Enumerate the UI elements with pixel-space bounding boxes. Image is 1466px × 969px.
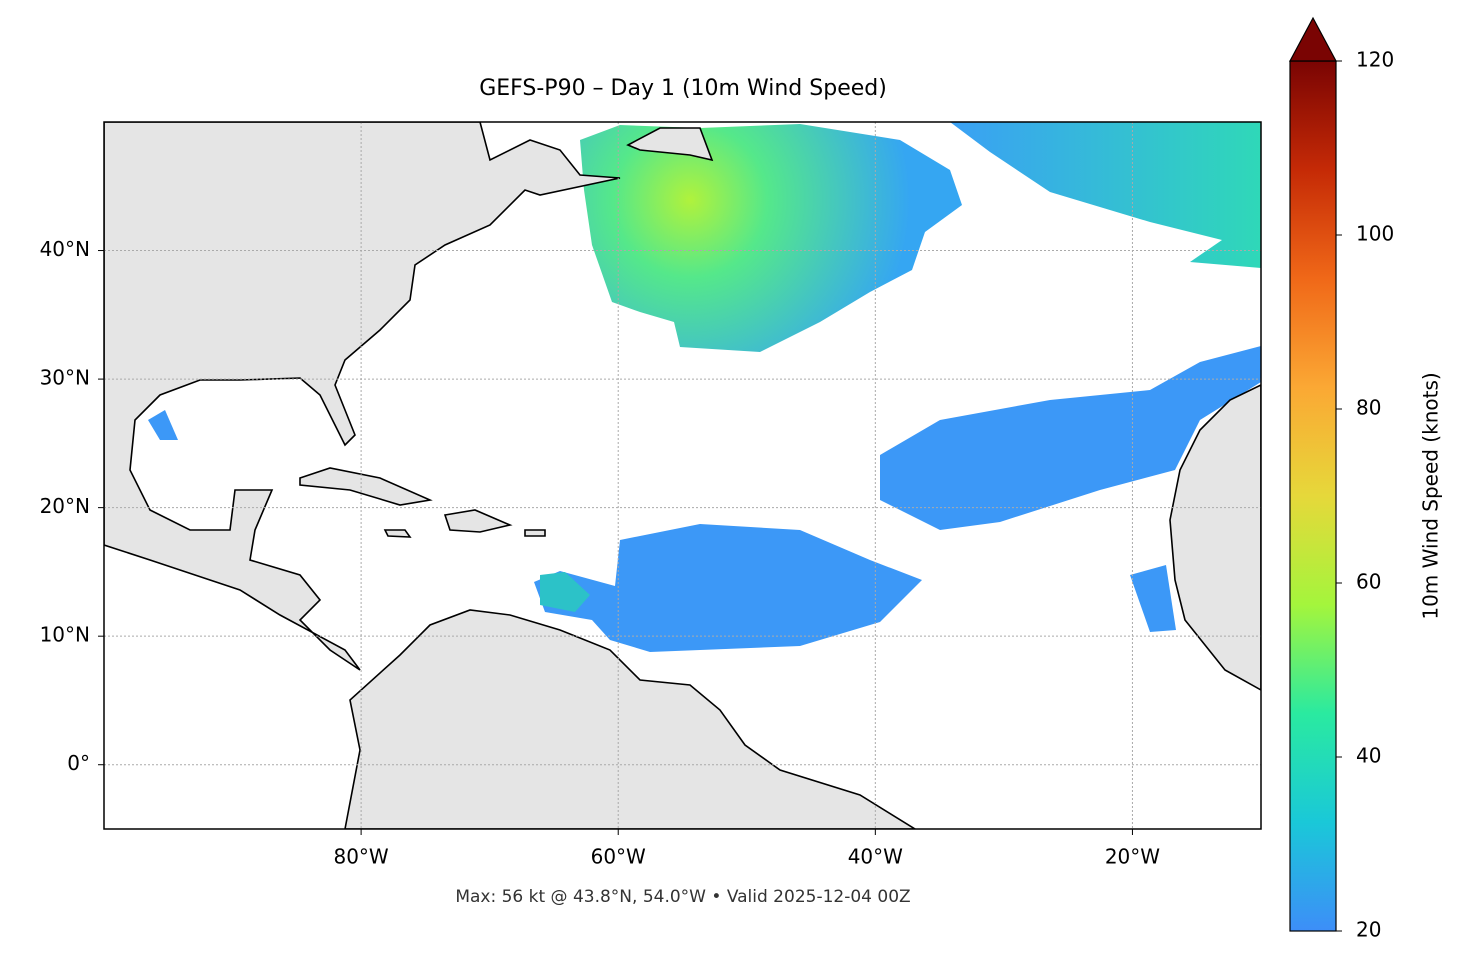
y-tick-label: 40°N — [40, 237, 90, 261]
wind-area — [580, 124, 962, 352]
land — [524, 529, 546, 537]
wind-area — [148, 410, 178, 440]
wind-area — [880, 346, 1261, 530]
grid — [104, 122, 1261, 829]
land — [383, 529, 412, 538]
colorbar-tick-label: 20 — [1356, 918, 1381, 942]
y-tick-label: 0° — [67, 751, 90, 775]
colorbar-tick-label: 40 — [1356, 744, 1381, 768]
y-tick-label: 10°N — [40, 623, 90, 647]
wind-area — [540, 572, 590, 612]
colorbar-tick-label: 120 — [1356, 48, 1394, 72]
y-tick-label: 20°N — [40, 494, 90, 518]
land — [104, 122, 621, 671]
land — [344, 609, 917, 829]
colorbar-tick-label: 60 — [1356, 570, 1381, 594]
wind-area — [950, 122, 1261, 268]
x-tick-label: 60°W — [591, 845, 646, 869]
map-frame — [103, 121, 1262, 830]
colorbar-label: 10m Wind Speed (knots) — [1419, 372, 1443, 619]
x-tick-label: 40°W — [848, 845, 903, 869]
colorbar-tick-label: 80 — [1356, 396, 1381, 420]
land — [299, 467, 433, 506]
map — [104, 122, 1261, 829]
colorbar-scale — [1289, 60, 1337, 932]
wind-area — [1130, 565, 1176, 632]
chart-title: GEFS-P90 – Day 1 (10m Wind Speed) — [479, 76, 887, 101]
colorbar-extension — [1288, 16, 1338, 62]
x-tick-label: 80°W — [333, 845, 388, 869]
x-tick-label: 20°W — [1105, 845, 1160, 869]
footer: Max: 56 kt @ 43.8°N, 54.0°W • Valid 2025… — [455, 887, 910, 907]
wind-area — [534, 524, 922, 652]
colorbar: 20 40 60 80 100 120 — [1288, 16, 1394, 942]
colorbar-tick-label: 100 — [1356, 222, 1394, 246]
land — [443, 509, 513, 533]
y-tick-label: 30°N — [40, 366, 90, 390]
land — [1169, 384, 1261, 691]
land — [626, 127, 714, 162]
